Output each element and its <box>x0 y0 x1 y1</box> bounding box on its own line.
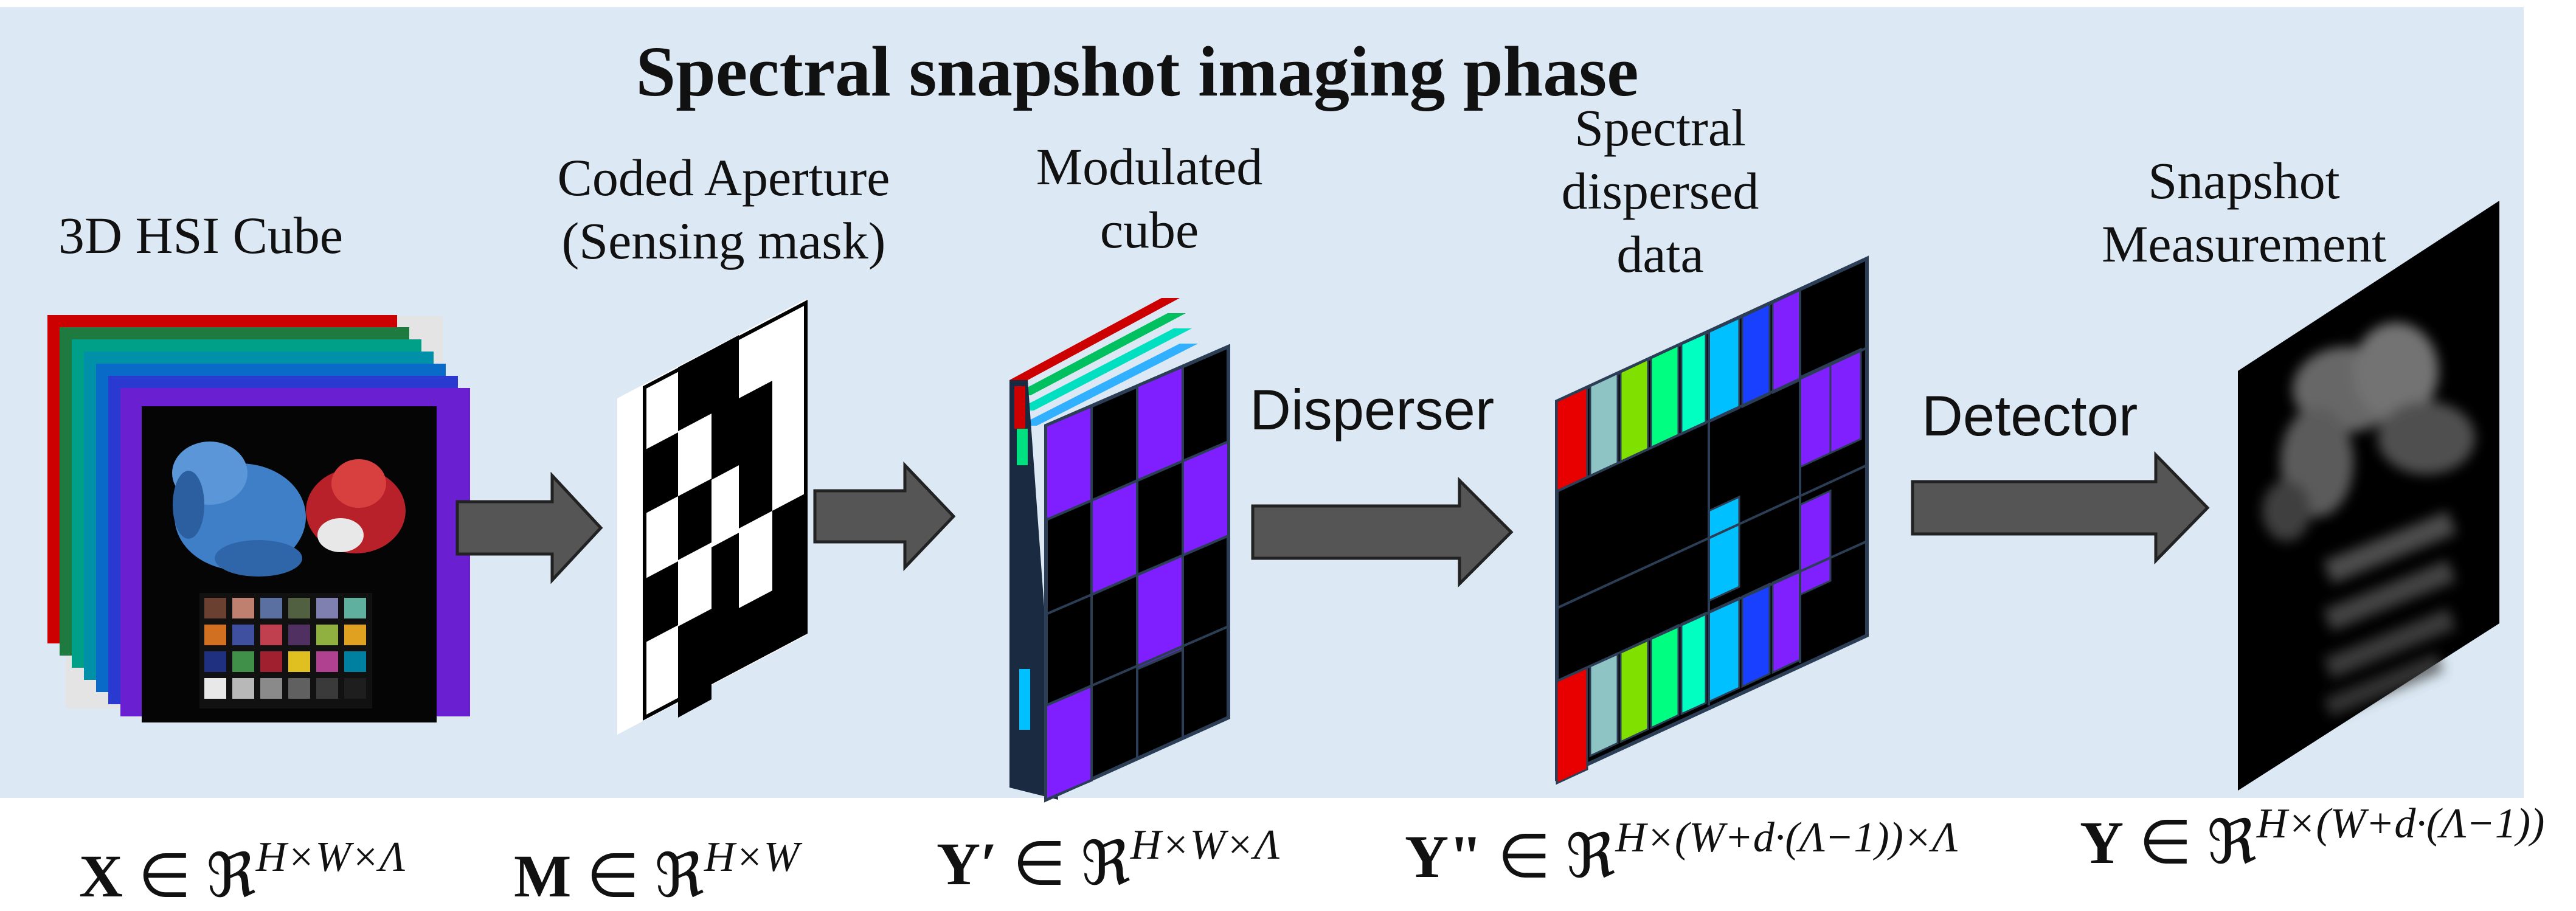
label-modulated-cube: Modulated cube <box>1036 137 1263 259</box>
equation-m: M ∈ ℜH×W <box>514 834 800 910</box>
dispersed-data <box>1555 255 1869 785</box>
label-hsi-cube: 3D HSI Cube <box>58 206 344 265</box>
arrow-1 <box>455 471 603 584</box>
equation-y: Y ∈ ℜH×(W+d·(Λ−1)) <box>2080 800 2545 876</box>
label-dispersed-data: Spectral dispersed data <box>1561 99 1759 283</box>
hsi-cube <box>47 315 470 722</box>
disperser-arrow <box>1251 476 1514 588</box>
color-checker <box>199 593 372 708</box>
modulated-cube <box>1009 298 1230 803</box>
diagram-title: Spectral snapshot imaging phase <box>635 32 1639 111</box>
coded-aperture-mask <box>617 299 808 735</box>
equation-y-double-prime: Y" ∈ ℜH×(W+d·(Λ−1))×Λ <box>1405 814 1958 890</box>
equation-x: X ∈ ℜH×W×Λ <box>79 834 406 910</box>
label-detector: Detector <box>1922 384 2138 448</box>
label-coded-aperture: Coded Aperture (Sensing mask) <box>557 148 890 270</box>
arrow-2 <box>813 461 956 572</box>
detector-arrow <box>1911 451 2210 565</box>
label-snapshot-measurement: Snapshot Measurement <box>2101 151 2387 273</box>
equation-y-prime: Y′ ∈ ℜH×W×Λ <box>937 822 1280 898</box>
snapshot-measurement <box>2238 201 2499 791</box>
label-disperser: Disperser <box>1250 378 1495 442</box>
